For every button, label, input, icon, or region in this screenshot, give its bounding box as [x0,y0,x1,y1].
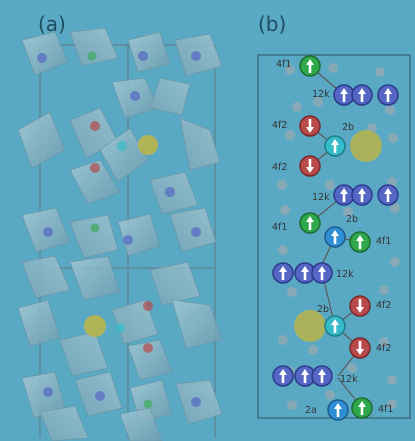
site-label: 2b [342,122,354,133]
site-4f2-atom [299,115,321,137]
site-2b-atom [324,315,346,337]
site-2b-atom [324,135,346,157]
large-cation-sphere [138,135,158,155]
site-12k-layer-3 [272,262,333,284]
site-12k-layer-2 [333,184,399,206]
site-4f1-atom [299,55,321,77]
site-label: 12k [340,374,358,385]
panel-a-label: (a) [38,12,66,36]
site-label: 4f1 [276,59,291,70]
panel-b-label: (b) [258,12,287,36]
polyhedra-cations [37,51,201,409]
site-label: 2b [317,304,329,315]
site-4f2-atom [349,295,371,317]
site-12k-layer-1 [333,84,399,106]
site-12k-layer-4 [272,365,333,387]
site-label: 4f2 [272,120,287,131]
site-4f1-atom [349,231,371,253]
site-label: 4f2 [272,162,287,173]
site-label: 4f2 [376,300,391,311]
site-4f2-atom [349,337,371,359]
site-4f1-atom [351,397,373,419]
large-cation-sphere [84,315,106,337]
site-2a-atom [327,399,349,421]
site-label: 4f1 [376,236,391,247]
site-label: 4f1 [272,222,287,233]
site-label: 12k [312,192,330,203]
site-2b-atom [324,226,346,248]
site-label: 12k [336,269,354,280]
site-label: 2b [346,214,358,225]
site-label: 2a [305,405,317,416]
site-label: 12k [312,89,330,100]
site-label: 4f1 [378,404,393,415]
large-cation-sphere [350,130,382,162]
large-cation-sphere [294,310,326,342]
site-4f2-atom [299,155,321,177]
site-label: 4f2 [376,343,391,354]
oxygen-atoms [277,63,400,410]
site-4f1-atom [299,212,321,234]
